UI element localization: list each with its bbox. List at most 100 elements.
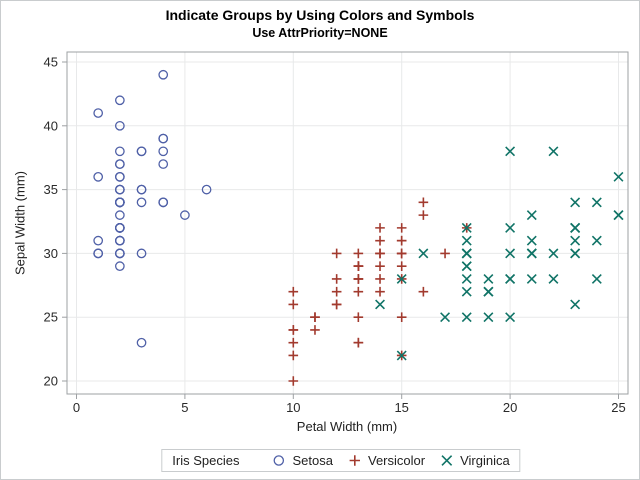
marker-circle — [115, 120, 125, 131]
marker-plus — [288, 325, 299, 335]
marker-circle — [136, 248, 147, 259]
legend-circle-icon — [273, 455, 285, 466]
marker-x — [570, 222, 581, 233]
marker-x — [591, 197, 602, 208]
legend-label: Setosa — [292, 453, 333, 468]
marker-x — [570, 248, 581, 259]
y-tick-label: 45 — [44, 55, 58, 70]
marker-x — [375, 299, 385, 310]
marker-circle — [115, 171, 125, 182]
marker-circle — [136, 197, 147, 208]
x-tick-label: 25 — [611, 400, 625, 415]
marker-circle — [93, 248, 104, 259]
series-virginica — [375, 146, 624, 361]
marker-circle — [115, 197, 125, 208]
marker-plus — [288, 299, 299, 310]
marker-plus — [310, 312, 320, 322]
marker-x — [461, 312, 472, 323]
marker-circle — [158, 69, 169, 80]
marker-x — [526, 248, 537, 259]
marker-x — [505, 222, 516, 233]
marker-circle — [158, 159, 169, 169]
y-tick-label: 25 — [44, 310, 58, 325]
marker-x — [461, 248, 472, 259]
marker-circle — [158, 133, 169, 144]
marker-x — [461, 261, 472, 272]
marker-x — [570, 299, 581, 310]
marker-plus — [396, 261, 407, 271]
gridlines — [67, 52, 628, 394]
marker-x — [548, 248, 559, 259]
legend-plus-icon — [349, 455, 360, 466]
marker-plus — [331, 248, 342, 259]
marker-x — [461, 273, 472, 284]
marker-plus — [396, 312, 407, 322]
marker-x — [396, 273, 407, 284]
marker-circle — [136, 146, 147, 157]
marker-circle — [93, 171, 104, 182]
marker-x — [570, 235, 581, 246]
marker-x — [591, 273, 602, 284]
marker-x — [461, 235, 472, 246]
marker-x — [505, 146, 516, 157]
marker-plus — [288, 337, 299, 348]
marker-x — [440, 312, 451, 323]
marker-x — [591, 235, 602, 246]
marker-circle — [115, 184, 125, 195]
marker-plus — [288, 286, 299, 297]
marker-circle — [93, 108, 104, 118]
marker-circle — [115, 248, 125, 259]
marker-x — [461, 286, 472, 297]
x-tick-label: 20 — [503, 400, 517, 415]
marker-x — [418, 248, 429, 259]
legend-entry-versicolor: Versicolor — [347, 453, 425, 468]
marker-plus — [375, 274, 385, 284]
y-tick-label: 40 — [44, 118, 58, 133]
marker-plus — [396, 223, 407, 233]
marker-x — [570, 197, 581, 208]
x-tick-label: 0 — [73, 400, 80, 415]
marker-x — [613, 171, 624, 182]
y-tick-label: 35 — [44, 182, 58, 197]
marker-plus — [418, 286, 429, 297]
legend-entries: Setosa Versicolor Virginica — [272, 453, 510, 468]
marker-circle — [93, 235, 104, 246]
marker-circle — [158, 146, 169, 157]
marker-circle — [115, 223, 125, 233]
marker-plus — [418, 197, 429, 208]
marker-plus — [375, 286, 385, 297]
marker-x — [613, 210, 624, 221]
marker-circle — [115, 95, 125, 106]
marker-x — [526, 210, 537, 221]
y-tick-label: 20 — [44, 374, 58, 389]
x-tick-labels: 0 5 10 15 20 25 — [73, 400, 626, 415]
series-versicolor — [288, 197, 472, 386]
legend: Iris Species Setosa Versicolor Virginica — [161, 449, 521, 472]
x-tick-label: 5 — [181, 400, 188, 415]
marker-plus — [375, 223, 385, 233]
marker-x — [483, 273, 494, 284]
chart-subtitle: Use AttrPriority=NONE — [252, 26, 388, 40]
marker-plus — [353, 312, 364, 322]
marker-plus — [288, 376, 299, 386]
legend-label: Virginica — [460, 453, 510, 468]
marker-plus — [331, 274, 342, 284]
marker-x — [461, 222, 472, 233]
x-tick-label: 10 — [286, 400, 300, 415]
legend-entry-virginica: Virginica — [439, 453, 510, 468]
marker-circle — [115, 159, 125, 169]
marker-circle — [201, 184, 212, 195]
marker-plus — [375, 248, 385, 259]
marker-plus — [331, 286, 342, 297]
tick-marks — [62, 61, 619, 399]
marker-x — [548, 273, 559, 284]
marker-x — [505, 312, 516, 323]
x-axis-title: Petal Width (mm) — [296, 419, 398, 434]
marker-x — [526, 273, 537, 284]
marker-plus — [353, 261, 364, 271]
marker-x — [483, 312, 494, 323]
y-tick-labels: 20 25 30 35 40 45 — [44, 55, 58, 389]
x-tick-label: 15 — [394, 400, 408, 415]
